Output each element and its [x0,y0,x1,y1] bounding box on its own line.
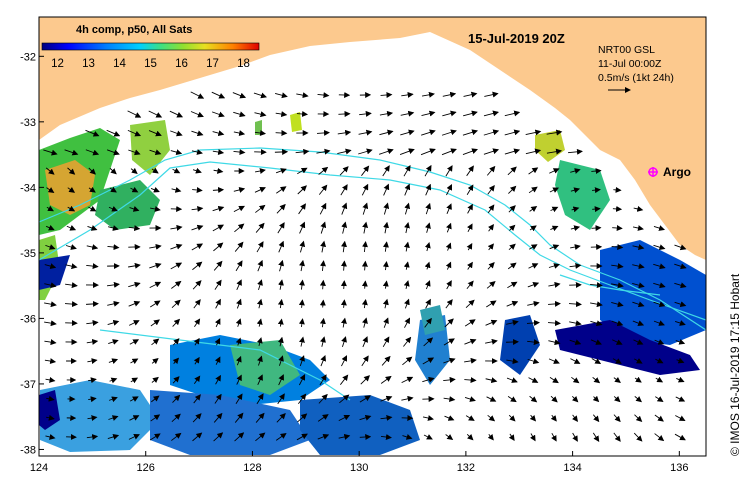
lat-tick-label: -34 [20,182,36,194]
colorbar-tick-label: 14 [113,58,126,70]
current-arrow [275,152,287,153]
current-arrow [613,209,621,210]
current-arrow [338,114,349,115]
lon-tick-label: 128 [243,462,261,474]
colorbar-tick-label: 13 [82,58,95,70]
lon-tick-label: 126 [137,462,155,474]
lon-tick-label: 136 [670,462,688,474]
current-arrow [360,437,370,438]
lat-tick-label: -37 [20,379,36,391]
lat-tick-label: -36 [20,313,36,325]
lon-tick-label: 134 [563,462,581,474]
lat-tick-label: -33 [20,117,36,129]
colorbar-tick-label: 12 [51,58,64,70]
current-arrow [344,281,345,289]
current-arrow [323,301,324,308]
lat-tick-label: -32 [20,51,36,63]
colorbar [42,43,259,50]
lon-tick-label: 130 [350,462,368,474]
current-arrow [613,190,620,191]
lat-tick-label: -38 [20,444,36,456]
legend-line-3: 0.5m/s (1kt 24h) [598,72,674,84]
lon-tick-label: 124 [30,462,48,474]
colorbar-tick-label: 17 [206,58,219,70]
imos-credit: © IMOS 16-Jul-2019 17:15 Hobart [728,273,742,456]
map-date-title: 15-Jul-2019 20Z [468,31,565,46]
legend-line-2: 11-Jul 00:00Z [598,58,662,70]
argo-label: Argo [663,165,691,179]
colorbar-tick-label: 16 [175,58,188,70]
legend-line-1: NRT00 GSL [598,44,655,56]
colorbar-tick-label: 15 [144,58,157,70]
lon-tick-label: 132 [457,462,475,474]
lat-tick-label: -35 [20,248,36,260]
colorbar-tick-label: 18 [237,58,250,70]
colorbar-title: 4h comp, p50, All Sats [76,24,192,36]
